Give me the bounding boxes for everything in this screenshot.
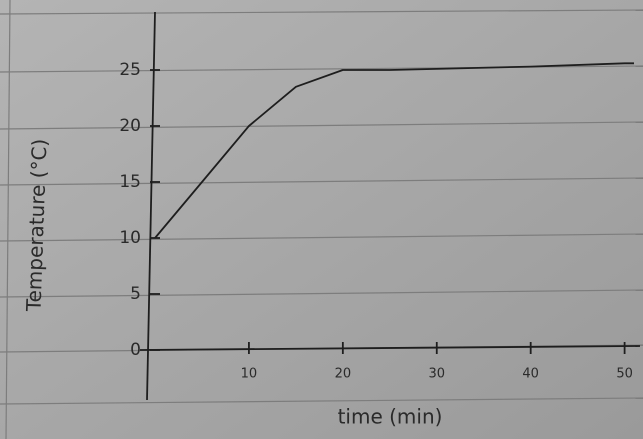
page: {"chart_data": {"type": "line", "x_label… (0, 0, 643, 439)
y-tick-label: 10 (119, 228, 141, 248)
x-tick-label: 30 (428, 367, 445, 382)
y-tick-label: 0 (130, 340, 141, 360)
x-axis-label: time (min) (338, 405, 443, 429)
chart: time (min) Temperature (°C) 051015202510… (0, 0, 643, 439)
x-tick-label: 40 (522, 367, 539, 382)
y-tick-label: 25 (119, 60, 141, 80)
y-tick-label: 5 (130, 284, 141, 304)
x-tick-label: 50 (616, 367, 633, 382)
x-tick-label: 20 (335, 367, 352, 382)
y-tick-label: 20 (119, 116, 141, 136)
x-tick-label: 10 (241, 367, 258, 382)
y-tick-label: 15 (119, 172, 141, 192)
